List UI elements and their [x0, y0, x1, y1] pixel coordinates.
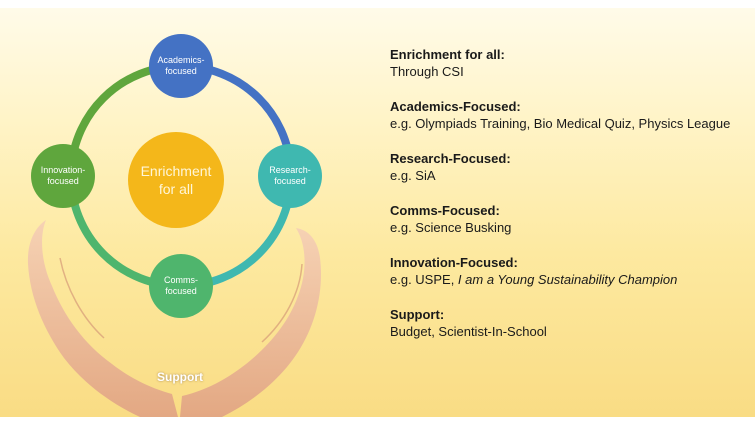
- section-title: Innovation-Focused:: [390, 255, 518, 270]
- section-research: Research-Focused: e.g. SiA: [390, 150, 752, 184]
- support-label: Support: [157, 370, 203, 384]
- center-enrichment-circle: Enrichment for all: [128, 132, 224, 228]
- right-hand-shape: [180, 228, 322, 417]
- node-comms: Comms- focused: [149, 254, 213, 318]
- section-text: Through CSI: [390, 64, 464, 79]
- section-text: e.g. USPE, I am a Young Sustainability C…: [390, 271, 752, 288]
- left-hand-shape: [27, 220, 179, 417]
- section-title: Research-Focused:: [390, 151, 511, 166]
- node-academics-label: Academics- focused: [157, 55, 205, 76]
- center-label: Enrichment for all: [140, 163, 212, 197]
- section-academics: Academics-Focused: e.g. Olympiads Traini…: [390, 98, 752, 132]
- enrichment-diagram: Enrichment for all Academics- focused Re…: [0, 8, 360, 417]
- section-title: Comms-Focused:: [390, 203, 500, 218]
- node-comms-label: Comms- focused: [164, 275, 198, 296]
- node-research-label: Research- focused: [269, 165, 311, 186]
- section-comms: Comms-Focused: e.g. Science Busking: [390, 202, 752, 236]
- section-text-plain: e.g. USPE,: [390, 272, 458, 287]
- section-title: Support:: [390, 307, 445, 322]
- section-text-italic: I am a Young Sustainability Champion: [457, 272, 678, 287]
- section-support: Support: Budget, Scientist-In-School: [390, 306, 752, 340]
- section-title: Enrichment for all:: [390, 47, 505, 62]
- slide: Enrichment for all Academics- focused Re…: [0, 8, 755, 417]
- section-title: Academics-Focused:: [390, 99, 521, 114]
- node-innovation-label: Innovation- focused: [40, 165, 86, 186]
- section-text: e.g. Science Busking: [390, 220, 512, 235]
- descriptions: Enrichment for all: Through CSI Academic…: [390, 46, 752, 358]
- section-innovation: Innovation-Focused: e.g. USPE, I am a Yo…: [390, 254, 752, 288]
- node-research: Research- focused: [258, 144, 322, 208]
- node-innovation: Innovation- focused: [31, 144, 95, 208]
- section-text: e.g. Olympiads Training, Bio Medical Qui…: [390, 116, 731, 131]
- section-enrichment: Enrichment for all: Through CSI: [390, 46, 752, 80]
- section-text: Budget, Scientist-In-School: [390, 324, 547, 339]
- section-text: e.g. SiA: [390, 168, 436, 183]
- node-academics: Academics- focused: [149, 34, 213, 98]
